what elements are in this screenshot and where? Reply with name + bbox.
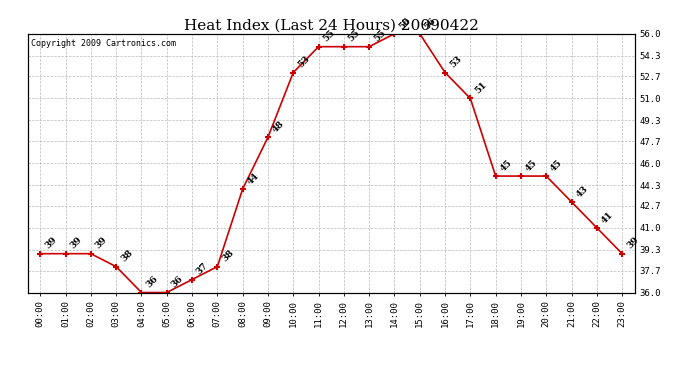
Text: 53: 53 xyxy=(296,54,311,70)
Text: 53: 53 xyxy=(448,54,463,70)
Text: 39: 39 xyxy=(43,236,59,251)
Text: 56: 56 xyxy=(422,16,438,31)
Text: 38: 38 xyxy=(119,249,135,264)
Text: 45: 45 xyxy=(549,158,564,173)
Text: 45: 45 xyxy=(498,158,513,173)
Text: 37: 37 xyxy=(195,261,210,277)
Text: 51: 51 xyxy=(473,80,489,96)
Text: 44: 44 xyxy=(246,171,261,186)
Text: 38: 38 xyxy=(220,249,235,264)
Text: 56: 56 xyxy=(397,16,413,31)
Text: 39: 39 xyxy=(94,236,109,251)
Text: 48: 48 xyxy=(270,119,286,135)
Text: 36: 36 xyxy=(144,274,159,290)
Text: 55: 55 xyxy=(322,29,337,44)
Text: 41: 41 xyxy=(600,210,615,225)
Text: 43: 43 xyxy=(574,184,590,199)
Text: 39: 39 xyxy=(68,236,83,251)
Text: Copyright 2009 Cartronics.com: Copyright 2009 Cartronics.com xyxy=(30,39,176,48)
Text: 45: 45 xyxy=(524,158,539,173)
Text: 55: 55 xyxy=(372,29,387,44)
Title: Heat Index (Last 24 Hours) 20090422: Heat Index (Last 24 Hours) 20090422 xyxy=(184,19,479,33)
Text: 39: 39 xyxy=(625,236,640,251)
Text: 55: 55 xyxy=(346,29,362,44)
Text: 36: 36 xyxy=(170,274,185,290)
